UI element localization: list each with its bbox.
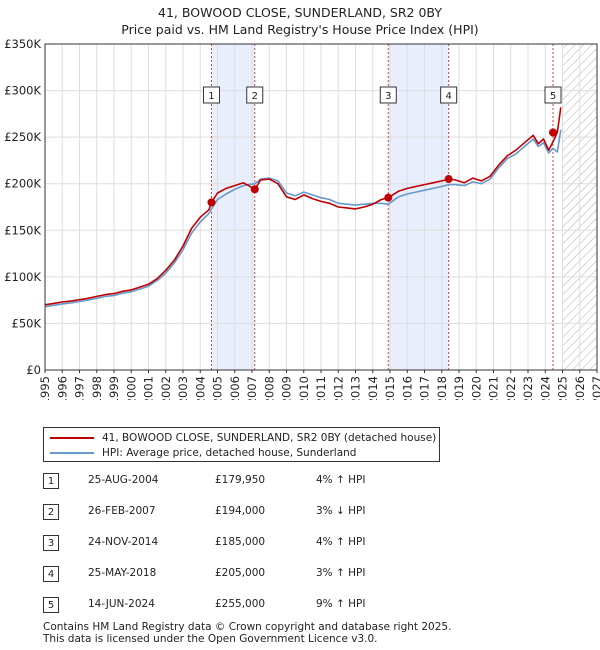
sale-hpi-diff: 4% ↑ HPI	[316, 474, 366, 486]
sale-point	[250, 185, 259, 194]
sale-price: £205,000	[215, 567, 266, 579]
footer-line-1: Contains HM Land Registry data © Crown c…	[43, 621, 452, 633]
hpi-line	[44, 129, 562, 308]
sale-label-box	[246, 86, 264, 104]
sale-point	[444, 175, 453, 184]
x-tick-label: 1999	[107, 376, 121, 400]
x-tick-label: 2023	[521, 376, 535, 400]
x-tick-label: 2014	[366, 376, 380, 400]
sale-label-number: 1	[208, 91, 214, 102]
x-tick-label: 2024	[538, 376, 552, 400]
legend-swatch-price	[50, 437, 94, 439]
sale-price: £179,950	[215, 474, 266, 486]
x-tick-label: 2001	[142, 376, 156, 400]
sale-point	[207, 198, 216, 207]
sale-price: £194,000	[215, 505, 266, 517]
x-tick-label: 2013	[349, 376, 363, 400]
sale-number-badge: 3	[43, 535, 59, 551]
x-tick-label: 2008	[262, 376, 276, 400]
sale-label-number: 4	[445, 91, 451, 102]
x-tick-label: 2021	[487, 376, 501, 400]
legend-item-price: 41, BOWOOD CLOSE, SUNDERLAND, SR2 0BY (d…	[44, 430, 436, 446]
sale-date: 25-MAY-2018	[88, 567, 157, 579]
sale-hpi-diff: 9% ↑ HPI	[316, 598, 366, 610]
x-tick-label: 2003	[176, 376, 190, 400]
x-tick-label: 1998	[90, 376, 104, 400]
x-tick-label: 2015	[383, 376, 397, 400]
y-tick-label: £100K	[4, 270, 41, 284]
sale-number-badge: 1	[43, 473, 59, 489]
sale-date: 24-NOV-2014	[88, 536, 159, 548]
y-tick-label: £250K	[4, 130, 41, 144]
x-tick-label: 2026	[573, 376, 587, 400]
price-paid-line	[44, 107, 562, 306]
title-line-2: Price paid vs. HM Land Registry's House …	[121, 22, 479, 37]
y-tick-label: £0	[26, 363, 41, 377]
sale-label-box	[440, 86, 458, 104]
x-tick-label: 2007	[245, 376, 259, 400]
sale-date: 26-FEB-2007	[88, 505, 156, 517]
x-tick-label: 2019	[452, 376, 466, 400]
sale-point	[384, 193, 393, 202]
y-tick-label: £300K	[4, 84, 41, 98]
sale-hpi-diff: 3% ↓ HPI	[316, 505, 366, 517]
sale-hpi-diff: 3% ↑ HPI	[316, 567, 366, 579]
x-tick-label: 2020	[469, 376, 483, 400]
shaded-period	[388, 44, 449, 370]
sale-label-box	[202, 86, 220, 104]
sale-date: 14-JUN-2024	[88, 598, 155, 610]
legend-swatch-hpi	[50, 452, 94, 454]
x-tick-label: 2022	[504, 376, 518, 400]
attribution-footer: Contains HM Land Registry data © Crown c…	[43, 621, 451, 645]
x-tick-label: 2004	[193, 376, 207, 400]
sale-label-number: 2	[252, 91, 258, 102]
y-tick-label: £150K	[4, 223, 41, 237]
x-tick-label: 2012	[331, 376, 345, 400]
sale-hpi-diff: 4% ↑ HPI	[316, 536, 366, 548]
x-tick-label: 2009	[280, 376, 294, 400]
x-tick-label: 2005	[211, 376, 225, 400]
y-tick-label: £200K	[4, 177, 41, 191]
sale-number-badge: 5	[43, 597, 59, 613]
legend-label-price: 41, BOWOOD CLOSE, SUNDERLAND, SR2 0BY (d…	[102, 432, 437, 444]
price-chart: 1 2 3 4 5 £0 £50K £100K £150K £200K £250K £300K £35…	[4, 37, 600, 400]
sale-number-badge: 2	[43, 504, 59, 520]
x-tick-label: 2002	[159, 376, 173, 400]
x-tick-label: 2017	[418, 376, 432, 400]
x-tick-label: 2027	[590, 376, 600, 400]
legend-label-hpi: HPI: Average price, detached house, Sund…	[102, 447, 357, 459]
sale-point	[549, 128, 558, 137]
sale-label-number: 5	[550, 91, 556, 102]
x-tick-label: 2016	[400, 376, 414, 400]
x-tick-label: 2025	[556, 376, 570, 400]
x-tick-label: 2006	[228, 376, 242, 400]
x-tick-label: 2000	[124, 376, 138, 400]
sale-price: £185,000	[215, 536, 266, 548]
x-tick-label: 1996	[55, 376, 69, 400]
chart-legend: 41, BOWOOD CLOSE, SUNDERLAND, SR2 0BY (d…	[43, 427, 440, 462]
x-tick-label: 1995	[38, 376, 52, 400]
y-tick-label: £50K	[12, 316, 42, 330]
sale-date: 25-AUG-2004	[88, 474, 159, 486]
sale-label-number: 3	[385, 91, 391, 102]
x-tick-label: 1997	[73, 376, 87, 400]
y-tick-label: £350K	[4, 37, 41, 51]
sale-label-box	[379, 86, 397, 104]
sale-number-badge: 4	[43, 566, 59, 582]
legend-item-hpi: HPI: Average price, detached house, Sund…	[44, 445, 356, 461]
x-tick-label: 2010	[297, 376, 311, 400]
chart-title: 41, BOWOOD CLOSE, SUNDERLAND, SR2 0BY Pr…	[0, 4, 600, 38]
x-tick-label: 2018	[435, 376, 449, 400]
x-tick-label: 2011	[314, 376, 328, 400]
sale-label-box	[544, 86, 562, 104]
title-line-1: 41, BOWOOD CLOSE, SUNDERLAND, SR2 0BY	[158, 5, 442, 20]
footer-line-2: This data is licensed under the Open Gov…	[43, 633, 378, 645]
sale-price: £255,000	[215, 598, 266, 610]
